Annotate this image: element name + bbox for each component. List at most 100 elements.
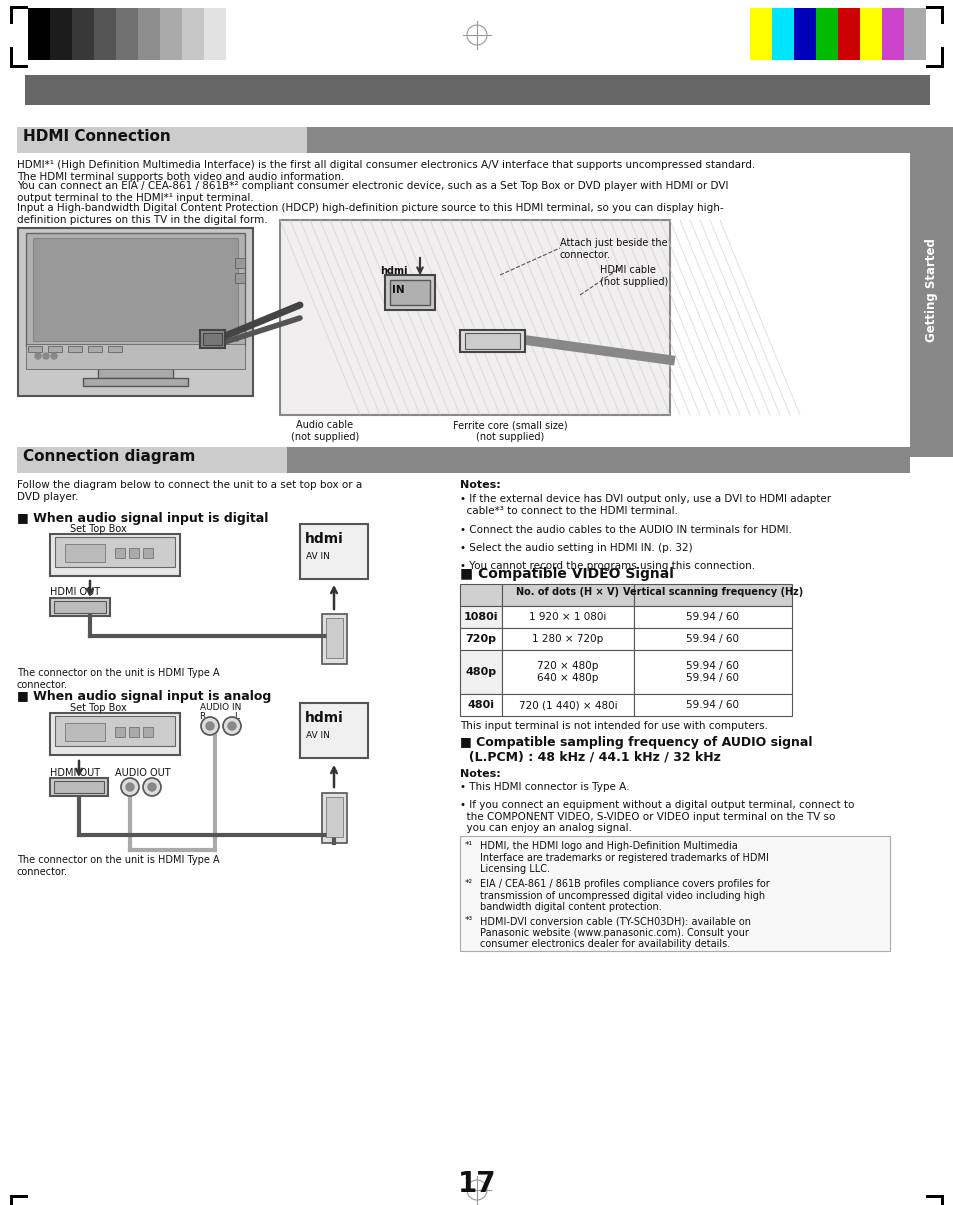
Bar bbox=[28, 8, 50, 60]
Text: AUDIO IN: AUDIO IN bbox=[200, 703, 241, 712]
Text: • Select the audio setting in HDMI IN. (p. 32): • Select the audio setting in HDMI IN. (… bbox=[459, 543, 692, 553]
Bar bbox=[55, 716, 174, 746]
Bar bbox=[200, 330, 225, 348]
Text: 720 × 480p
640 × 480p: 720 × 480p 640 × 480p bbox=[537, 662, 598, 683]
Text: 1 280 × 720p: 1 280 × 720p bbox=[532, 634, 603, 643]
Text: EIA / CEA-861 / 861B profiles compliance covers profiles for
transmission of unc: EIA / CEA-861 / 861B profiles compliance… bbox=[479, 878, 769, 912]
Circle shape bbox=[148, 783, 156, 790]
Bar bbox=[50, 8, 71, 60]
Bar bbox=[50, 534, 180, 576]
Bar bbox=[459, 584, 501, 606]
Text: This input terminal is not intended for use with computers.: This input terminal is not intended for … bbox=[459, 721, 767, 731]
Bar bbox=[909, 127, 953, 457]
Bar bbox=[940, 47, 943, 65]
Bar bbox=[10, 47, 13, 65]
Bar bbox=[17, 127, 307, 153]
Bar bbox=[501, 628, 634, 649]
Bar bbox=[837, 8, 859, 60]
Text: Set Top Box: Set Top Box bbox=[70, 703, 127, 713]
Text: No. of dots (H × V): No. of dots (H × V) bbox=[516, 587, 618, 596]
Bar bbox=[10, 65, 28, 67]
Text: AV IN: AV IN bbox=[306, 552, 330, 562]
Text: IN: IN bbox=[392, 286, 404, 295]
Bar bbox=[160, 8, 182, 60]
Bar bbox=[48, 346, 62, 352]
Text: 720 (1 440) × 480i: 720 (1 440) × 480i bbox=[518, 700, 617, 710]
Bar bbox=[771, 8, 793, 60]
Bar bbox=[385, 275, 435, 310]
Text: 1 920 × 1 080i: 1 920 × 1 080i bbox=[529, 612, 606, 622]
Text: Audio cable
(not supplied): Audio cable (not supplied) bbox=[291, 421, 358, 441]
Bar bbox=[322, 793, 347, 843]
Bar bbox=[326, 618, 343, 658]
Text: AV IN: AV IN bbox=[306, 731, 330, 740]
Text: HDMI cable
(not supplied): HDMI cable (not supplied) bbox=[599, 265, 667, 287]
Bar bbox=[54, 601, 106, 613]
Bar bbox=[116, 8, 138, 60]
Bar bbox=[501, 606, 634, 628]
Bar bbox=[98, 366, 172, 378]
Text: ■ Compatible VIDEO Signal: ■ Compatible VIDEO Signal bbox=[459, 568, 673, 581]
Text: Follow the diagram below to connect the unit to a set top box or a
DVD player.: Follow the diagram below to connect the … bbox=[17, 480, 362, 501]
Bar bbox=[10, 6, 13, 24]
Bar bbox=[925, 6, 943, 8]
Text: hdmi: hdmi bbox=[305, 711, 343, 725]
Text: 17: 17 bbox=[457, 1170, 496, 1198]
Bar bbox=[50, 598, 110, 616]
Bar bbox=[793, 8, 815, 60]
Bar bbox=[25, 75, 929, 105]
Bar bbox=[138, 8, 160, 60]
Bar bbox=[143, 548, 152, 558]
Bar bbox=[280, 221, 669, 415]
Bar bbox=[115, 548, 125, 558]
Text: ■ When audio signal input is digital: ■ When audio signal input is digital bbox=[17, 512, 268, 525]
Bar bbox=[940, 1195, 943, 1205]
Bar bbox=[50, 713, 180, 756]
Bar bbox=[94, 8, 116, 60]
Bar bbox=[17, 127, 909, 153]
Text: ■ When audio signal input is analog: ■ When audio signal input is analog bbox=[17, 690, 271, 703]
Bar bbox=[129, 548, 139, 558]
Text: 59.94 / 60: 59.94 / 60 bbox=[686, 634, 739, 643]
Text: Notes:: Notes: bbox=[459, 769, 500, 778]
Text: HDMI-DVI conversion cable (TY-SCH03DH): available on
Panasonic website (www.pana: HDMI-DVI conversion cable (TY-SCH03DH): … bbox=[479, 916, 750, 950]
Text: Attach just beside the
connector.: Attach just beside the connector. bbox=[559, 239, 667, 259]
Bar bbox=[815, 8, 837, 60]
Bar bbox=[83, 378, 188, 386]
Bar bbox=[55, 537, 174, 568]
Bar bbox=[882, 8, 903, 60]
Text: Notes:: Notes: bbox=[459, 480, 500, 490]
Bar bbox=[464, 333, 519, 349]
Text: 480p: 480p bbox=[465, 668, 497, 677]
Text: *³: *³ bbox=[464, 916, 473, 925]
Text: • This HDMI connector is Type A.: • This HDMI connector is Type A. bbox=[459, 782, 629, 792]
Bar bbox=[390, 280, 430, 305]
Bar bbox=[17, 447, 287, 474]
Bar bbox=[859, 8, 882, 60]
Circle shape bbox=[143, 778, 161, 797]
Bar bbox=[68, 346, 82, 352]
Text: Connection diagram: Connection diagram bbox=[23, 449, 195, 464]
Bar bbox=[182, 8, 204, 60]
Bar bbox=[634, 649, 791, 694]
Bar bbox=[459, 694, 501, 716]
Bar bbox=[501, 694, 634, 716]
Circle shape bbox=[35, 353, 41, 359]
Text: • If the external device has DVI output only, use a DVI to HDMI adapter
  cable*: • If the external device has DVI output … bbox=[459, 494, 830, 516]
Text: *¹: *¹ bbox=[464, 841, 473, 850]
Circle shape bbox=[126, 783, 133, 790]
Text: • If you connect an equipment without a digital output terminal, connect to
  th: • If you connect an equipment without a … bbox=[459, 800, 854, 833]
Text: The connector on the unit is HDMI Type A
connector.: The connector on the unit is HDMI Type A… bbox=[17, 668, 219, 689]
Bar bbox=[940, 6, 943, 24]
Bar bbox=[115, 727, 125, 737]
Text: hdmi: hdmi bbox=[305, 531, 343, 546]
Text: 59.94 / 60: 59.94 / 60 bbox=[686, 700, 739, 710]
Bar bbox=[0, 0, 953, 105]
Bar bbox=[501, 649, 634, 694]
Bar bbox=[203, 333, 222, 345]
Bar bbox=[33, 239, 237, 341]
Text: hdmi: hdmi bbox=[379, 266, 407, 276]
Bar bbox=[50, 778, 108, 797]
Circle shape bbox=[206, 722, 213, 730]
Bar bbox=[26, 233, 245, 346]
